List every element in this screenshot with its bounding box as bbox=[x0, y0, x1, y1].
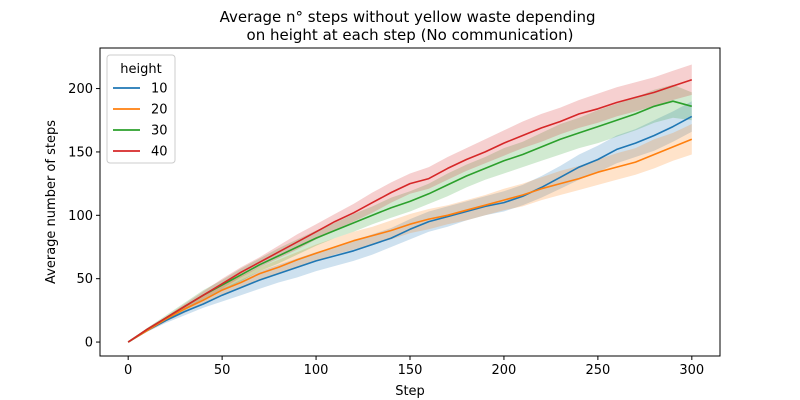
series-lines bbox=[127, 78, 693, 343]
x-axis: 0 50 100 150 200 250 300 bbox=[124, 356, 704, 378]
line-height-10 bbox=[127, 115, 693, 343]
chart-title-line-1: Average n° steps without yellow waste de… bbox=[220, 8, 596, 26]
band-height-40 bbox=[128, 64, 692, 343]
y-tick-label: 0 bbox=[85, 336, 93, 351]
x-tick-label: 200 bbox=[492, 363, 517, 378]
line-height-20 bbox=[127, 138, 693, 343]
legend-label-40: 40 bbox=[151, 145, 168, 160]
plot-area-frame bbox=[99, 47, 721, 357]
y-tick-label: 100 bbox=[68, 209, 93, 224]
y-axis-label: Average number of steps bbox=[44, 120, 59, 284]
confidence-bands bbox=[128, 64, 692, 343]
x-tick-label: 100 bbox=[304, 363, 329, 378]
legend-label-10: 10 bbox=[151, 82, 168, 97]
chart-title-line-2: on height at each step (No communication… bbox=[247, 26, 574, 44]
band-height-10 bbox=[128, 101, 692, 343]
x-tick-label: 50 bbox=[214, 363, 231, 378]
line-height-40 bbox=[127, 78, 693, 343]
y-tick-label: 200 bbox=[68, 82, 93, 97]
line-height-30 bbox=[127, 100, 693, 343]
x-tick-label: 150 bbox=[398, 363, 423, 378]
x-axis-label: Step bbox=[395, 384, 425, 399]
y-tick-label: 150 bbox=[68, 145, 93, 160]
legend: height 10 20 30 40 bbox=[106, 54, 176, 164]
legend-label-20: 20 bbox=[151, 103, 168, 118]
y-tick-label: 50 bbox=[76, 272, 93, 287]
band-height-20 bbox=[128, 124, 692, 343]
x-tick-label: 250 bbox=[585, 363, 610, 378]
chart-title: Average n° steps without yellow waste de… bbox=[220, 8, 601, 44]
legend-title: height bbox=[120, 62, 161, 77]
band-height-30 bbox=[128, 84, 692, 343]
y-axis: 0 50 100 150 200 bbox=[68, 82, 100, 351]
x-tick-label: 300 bbox=[679, 363, 704, 378]
legend-box bbox=[106, 54, 176, 164]
legend-label-30: 30 bbox=[151, 124, 168, 139]
x-tick-label: 0 bbox=[124, 363, 132, 378]
